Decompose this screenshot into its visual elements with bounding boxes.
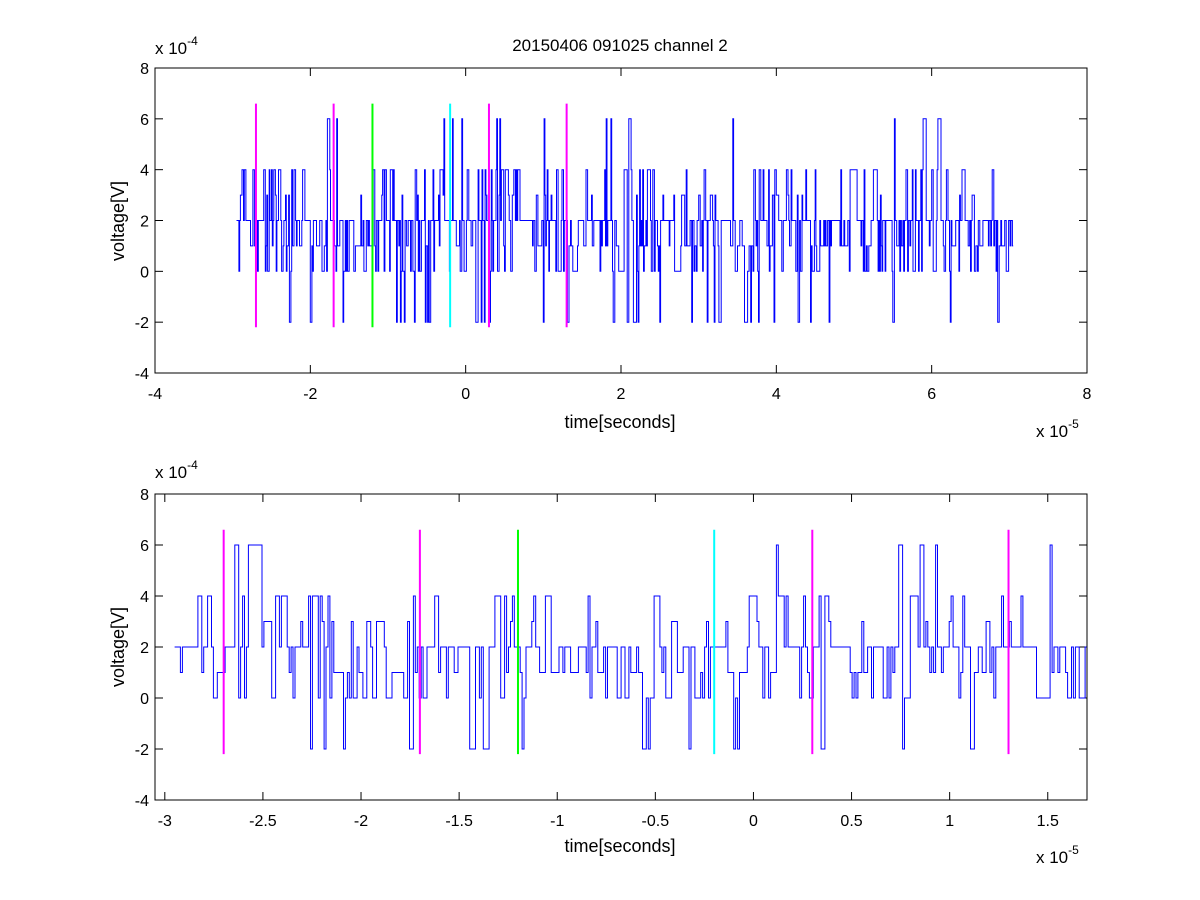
- axes-box: [154, 493, 1088, 801]
- x-tick-label: -4: [148, 386, 162, 403]
- y-exponent-label: x 10-4: [155, 34, 198, 58]
- x-tick-label: 8: [1083, 386, 1092, 403]
- x-axis-label: time[seconds]: [564, 412, 675, 432]
- x-tick-label: 0.5: [840, 813, 862, 830]
- tick-labels: -3 -2.5 -2 -1.5 -1 -0.5 0 0.5 1 1.5 -4 -2 0 2 4 6 8: [135, 487, 1059, 830]
- signal-series: [236, 118, 1014, 323]
- x-tick-label: -2.5: [249, 813, 277, 830]
- y-axis-label: voltage[V]: [108, 181, 128, 261]
- y-tick-label: 0: [140, 264, 149, 281]
- x-tick-label: -1: [550, 813, 564, 830]
- y-tick-label: 8: [140, 487, 149, 504]
- y-axis-label: voltage[V]: [108, 607, 128, 687]
- axes-box: [154, 67, 1088, 374]
- y-tick-label: -2: [135, 742, 149, 759]
- x-tick-label: -0.5: [642, 813, 670, 830]
- y-tick-label: -4: [135, 793, 149, 810]
- x-exponent-label: x 10-5: [1036, 843, 1079, 867]
- x-tick-label: 0: [461, 386, 470, 403]
- y-tick-label: -2: [135, 315, 149, 332]
- x-tick-label: 2: [617, 386, 626, 403]
- x-tick-label: -2: [354, 813, 368, 830]
- y-tick-label: 6: [140, 538, 149, 555]
- event-markers: [254, 103, 568, 328]
- tick-labels: -4 -2 0 2 4 6 8 -4 -2 0 2 4 6 8: [135, 61, 1092, 403]
- x-tick-label: 1.5: [1037, 813, 1059, 830]
- x-tick-label: 1: [945, 813, 954, 830]
- x-axis-label: time[seconds]: [564, 836, 675, 856]
- signal-line: [174, 544, 1087, 750]
- y-exponent-label: x 10-4: [155, 458, 198, 482]
- y-tick-label: 2: [140, 640, 149, 657]
- top-plot: 20150406 091025 channel 2 x 10-4 voltage…: [108, 34, 1092, 441]
- x-tick-label: -3: [158, 813, 172, 830]
- x-tick-label: 0: [749, 813, 758, 830]
- y-tick-label: 4: [140, 163, 149, 180]
- y-tick-label: -4: [135, 366, 149, 383]
- plot-title: 20150406 091025 channel 2: [512, 36, 728, 55]
- x-tick-label: -2: [303, 386, 317, 403]
- signal-series: [174, 544, 1087, 750]
- x-tick-label: -1.5: [445, 813, 473, 830]
- event-markers: [222, 529, 1010, 755]
- signal-line: [236, 118, 1014, 323]
- y-tick-label: 6: [140, 112, 149, 129]
- y-tick-label: 4: [140, 589, 149, 606]
- x-tick-label: 6: [927, 386, 936, 403]
- y-tick-label: 0: [140, 691, 149, 708]
- y-tick-label: 8: [140, 61, 149, 78]
- x-tick-label: 4: [772, 386, 781, 403]
- y-tick-label: 2: [140, 214, 149, 231]
- x-exponent-label: x 10-5: [1036, 417, 1079, 441]
- bottom-plot: x 10-4 voltage[V] time[seconds] x 10-5 -…: [108, 458, 1088, 867]
